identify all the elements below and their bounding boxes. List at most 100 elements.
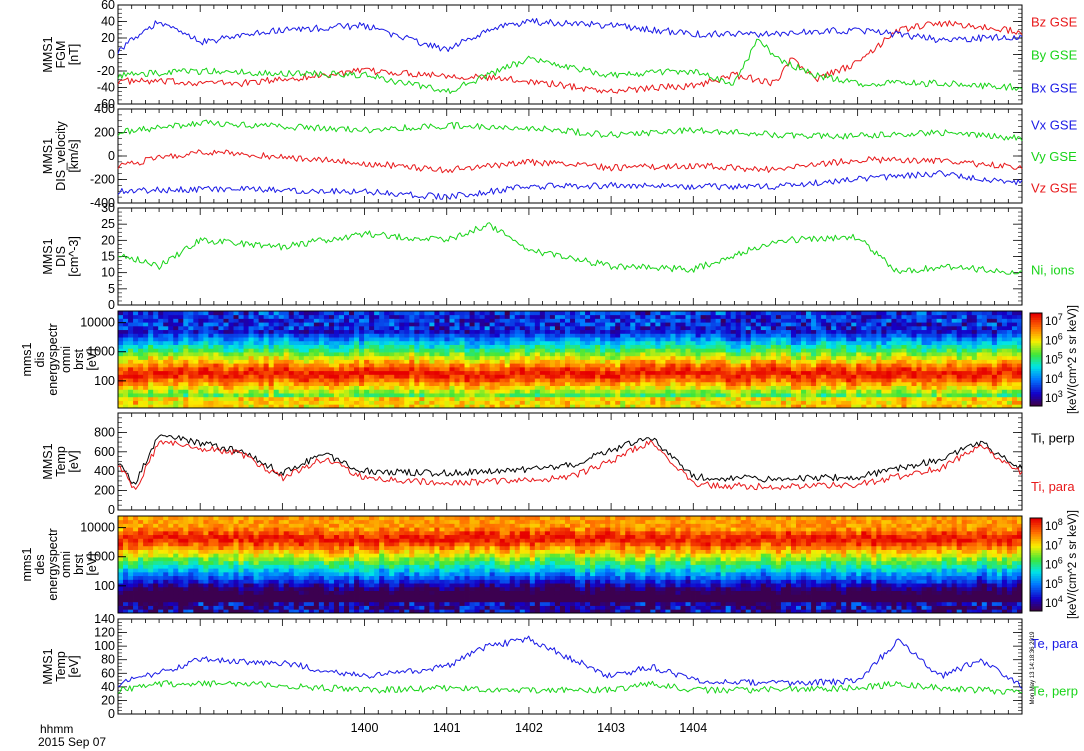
spectrogram-cell: [605, 404, 611, 409]
spectrogram-cell: [504, 311, 511, 316]
spectrogram-cell: [615, 363, 621, 368]
spectrogram-cell: [138, 322, 144, 327]
spectrogram-cell: [128, 374, 134, 379]
spectrogram-cell: [424, 400, 430, 405]
spectrogram-cell: [318, 322, 325, 327]
spectrogram-cell: [359, 385, 365, 390]
spectrogram-cell: [499, 381, 506, 387]
spectrogram-cell: [504, 374, 511, 379]
spectrogram-cell: [364, 381, 370, 387]
spectrogram-cell: [780, 389, 787, 394]
spectrogram-cell: [394, 363, 400, 368]
spectrogram-cell: [384, 337, 390, 342]
spectrogram-cell: [439, 370, 445, 375]
spectrogram-cell: [544, 322, 551, 327]
spectrogram-cell: [715, 363, 722, 368]
spectrogram-cell: [379, 311, 385, 316]
spectrogram-cell: [725, 366, 732, 372]
spectrogram-cell: [429, 318, 435, 323]
spectrogram-cell: [298, 352, 305, 357]
spectrogram-cell: [735, 318, 742, 323]
spectrogram-cell: [208, 348, 214, 353]
spectrogram-cell: [680, 355, 686, 360]
spectrogram-cell: [796, 359, 802, 364]
spectrogram-cell: [394, 393, 400, 398]
spectrogram-cell: [735, 340, 742, 345]
spectrogram-cell: [735, 325, 742, 331]
spectrogram-cell: [449, 385, 455, 390]
spectrogram-cell: [479, 374, 486, 379]
spectrogram-cell: [615, 381, 621, 387]
spectrogram-cell: [770, 381, 777, 387]
spectrogram-cell: [308, 381, 315, 387]
spectrogram-cell: [665, 389, 671, 394]
spectrogram-cell: [730, 348, 737, 353]
spectrogram-cell: [534, 318, 541, 323]
spectrogram-cell: [344, 381, 350, 387]
spectrogram-cell: [444, 393, 450, 398]
spectrogram-cell: [118, 381, 124, 387]
spectrogram-cell: [514, 385, 521, 390]
spectrogram-cell: [730, 385, 737, 390]
spectrogram-cell: [831, 355, 837, 360]
spectrogram-cell: [404, 333, 410, 338]
spectrogram-cell: [213, 325, 219, 331]
spectrogram-cell: [374, 389, 380, 394]
spectrogram-cell: [238, 385, 244, 390]
spectrogram-cell: [780, 381, 787, 387]
spectrogram-cell: [715, 348, 722, 353]
spectrogram-cell: [514, 348, 521, 353]
spectrogram-cell: [163, 389, 169, 394]
spectrogram-cell: [831, 337, 837, 342]
spectrogram-cell: [554, 340, 561, 345]
spectrogram-cell: [585, 329, 591, 334]
spectrogram-cell: [178, 366, 184, 372]
spectrogram-cell: [625, 348, 631, 353]
spectrogram-cell: [615, 378, 621, 383]
spectrogram-cell: [544, 344, 551, 349]
spectrogram-cell: [745, 355, 752, 360]
spectrogram-cell: [725, 404, 732, 409]
spectrogram-cell: [178, 314, 184, 319]
spectrogram-cell: [148, 396, 154, 401]
spectrogram-cell: [504, 404, 511, 409]
spectrogram-cell: [258, 370, 265, 375]
spectrogram-cell: [454, 352, 460, 357]
spectrogram-cell: [344, 325, 350, 331]
spectrogram-cell: [655, 393, 661, 398]
spectrogram-cell: [715, 389, 722, 394]
spectrogram-cell: [775, 340, 782, 345]
spectrogram-cell: [750, 314, 757, 319]
spectrogram-cell: [424, 352, 430, 357]
spectrogram-cell: [419, 314, 425, 319]
spectrogram-cell: [419, 333, 425, 338]
spectrogram-cell: [841, 318, 847, 323]
spectrogram-cell: [424, 325, 430, 331]
spectrogram-cell: [143, 396, 149, 401]
spectrogram-cell: [826, 385, 832, 390]
spectrogram-cell: [394, 340, 400, 345]
spectrogram-cell: [735, 370, 742, 375]
spectrogram-cell: [399, 311, 405, 316]
spectrogram-cell: [369, 396, 375, 401]
spectrogram-cell: [449, 314, 455, 319]
spectrogram-cell: [494, 389, 501, 394]
spectrogram-cell: [328, 396, 335, 401]
spectrogram-cell: [720, 352, 727, 357]
spectrogram-cell: [755, 396, 762, 401]
spectrogram-cell: [615, 348, 621, 353]
spectrogram-cell: [775, 359, 782, 364]
spectrogram-cell: [514, 340, 521, 345]
spectrogram-cell: [163, 348, 169, 353]
spectrogram-cell: [278, 329, 285, 334]
spectrogram-cell: [248, 404, 254, 409]
spectrogram-cell: [148, 363, 154, 368]
spectrogram-cell: [193, 344, 199, 349]
spectrogram-cell: [218, 363, 224, 368]
spectrogram-cell: [228, 333, 234, 338]
spectrogram-cell: [379, 370, 385, 375]
spectrogram-cell: [434, 400, 440, 405]
spectrogram-cell: [328, 363, 335, 368]
spectrogram-cell: [344, 311, 350, 316]
spectrogram-cell: [544, 329, 551, 334]
